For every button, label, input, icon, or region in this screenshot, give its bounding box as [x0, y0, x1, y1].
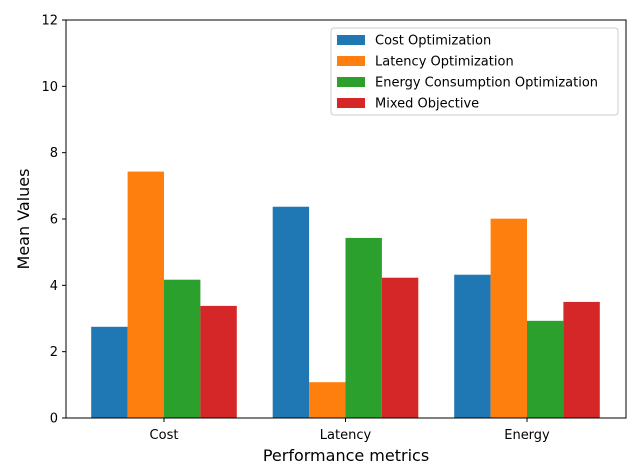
- legend-swatch: [337, 35, 365, 45]
- y-tick-label: 2: [50, 345, 58, 360]
- legend-swatch: [337, 77, 365, 87]
- bar-latency-optimization-energy: [490, 218, 527, 418]
- x-tick-label: Latency: [320, 428, 372, 443]
- legend-label: Cost Optimization: [375, 34, 491, 49]
- bar-cost-optimization-latency: [272, 206, 310, 418]
- x-axis-title: Performance metrics: [263, 446, 429, 465]
- bars-group: [91, 171, 600, 418]
- x-tick-label: Energy: [504, 428, 550, 443]
- bar-energy-consumption-optimization-energy: [527, 320, 564, 418]
- y-axis: 0 2 4 6 8 10 12: [41, 14, 66, 427]
- bar-mixed-objective-cost: [200, 305, 237, 418]
- legend: Cost Optimization Latency Optimization Ene…: [330, 27, 619, 116]
- bar-energy-consumption-optimization-latency: [345, 237, 382, 418]
- legend-swatch: [337, 98, 365, 108]
- legend-swatch: [337, 56, 365, 66]
- legend-label: Latency Optimization: [375, 55, 514, 70]
- bar-cost-optimization-cost: [91, 326, 128, 418]
- bar-mixed-objective-energy: [563, 301, 600, 418]
- legend-box: [330, 27, 619, 116]
- legend-label: Energy Consumption Optimization: [375, 76, 598, 91]
- legend-label: Mixed Objective: [375, 97, 479, 112]
- x-axis: Cost Latency Energy: [150, 418, 550, 443]
- bar-latency-optimization-latency: [309, 382, 346, 418]
- bar-mixed-objective-latency: [381, 277, 419, 418]
- x-tick-label: Cost: [150, 428, 179, 443]
- bar-cost-optimization-energy: [454, 274, 491, 418]
- y-tick-label: 6: [50, 213, 58, 228]
- y-axis-title: Mean Values: [14, 169, 33, 270]
- y-tick-label: 10: [41, 80, 58, 95]
- bar-energy-consumption-optimization-cost: [164, 279, 201, 418]
- y-tick-label: 8: [50, 146, 58, 161]
- y-tick-label: 0: [50, 412, 58, 427]
- y-tick-label: 12: [41, 14, 58, 29]
- y-tick-label: 4: [50, 279, 58, 294]
- bar-latency-optimization-cost: [127, 171, 164, 418]
